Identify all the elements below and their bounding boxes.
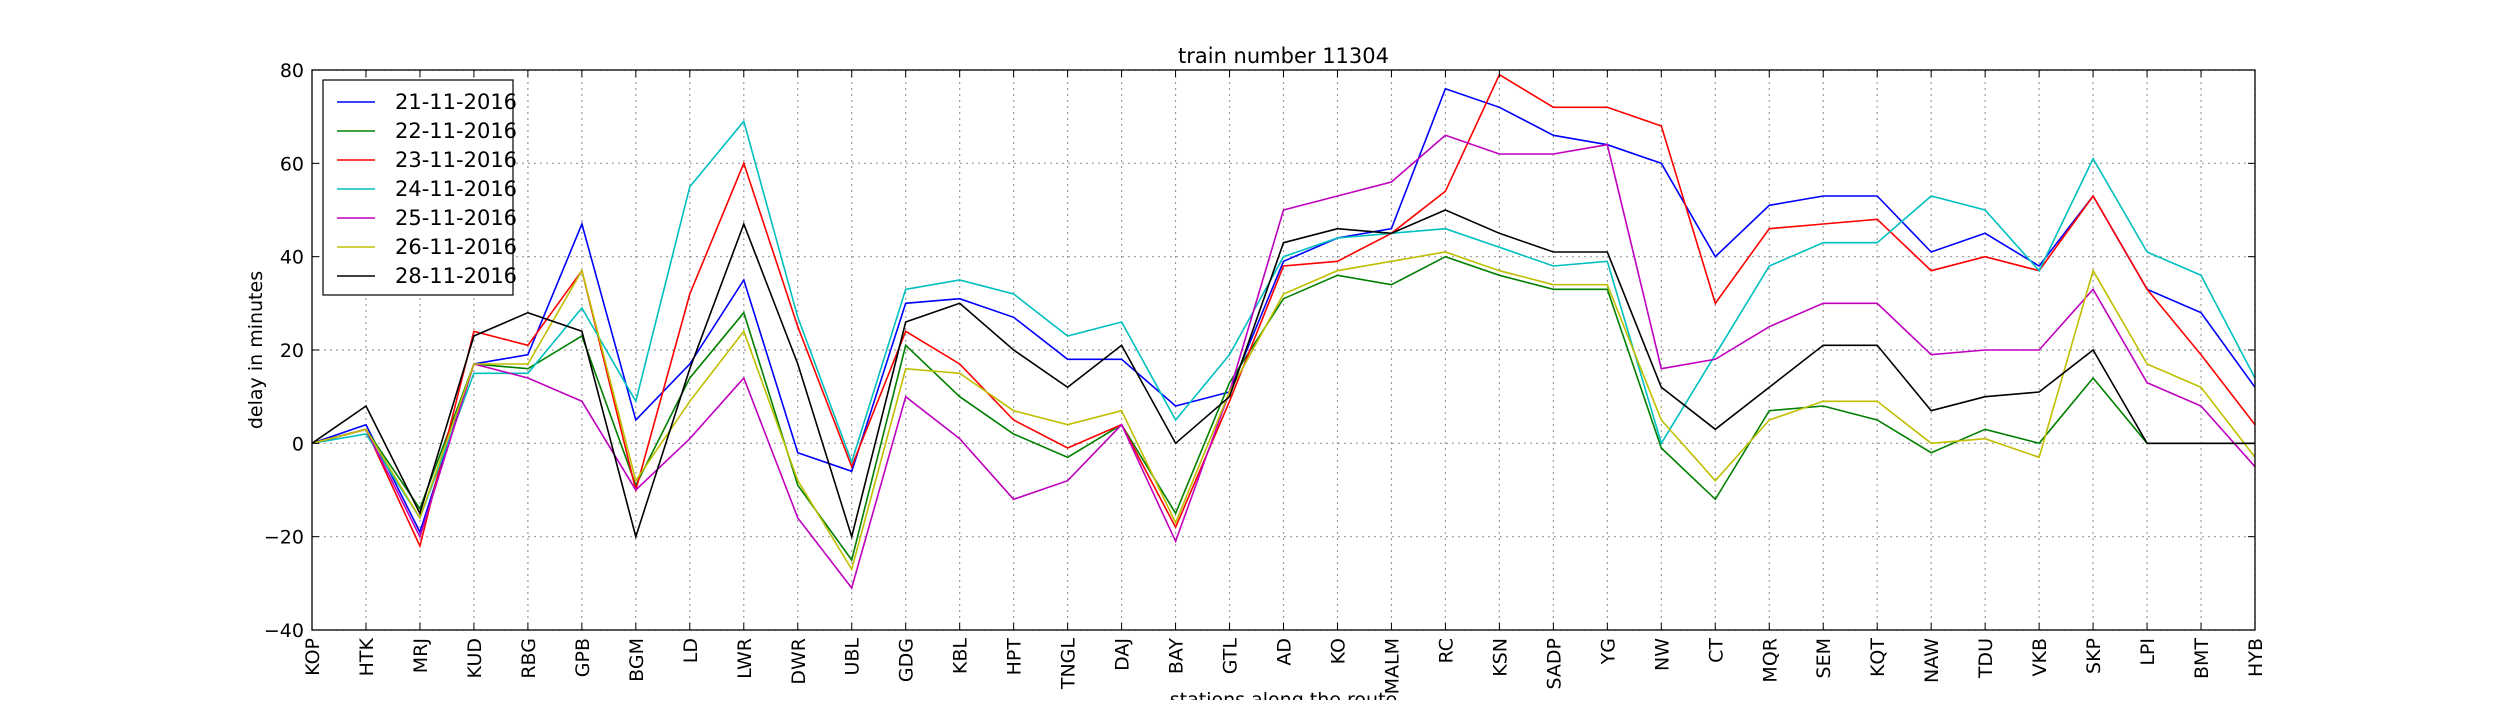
- x-tick-label: HYB: [2245, 638, 2267, 677]
- x-tick-label: HTK: [356, 637, 378, 676]
- x-tick-label: BMT: [2191, 638, 2213, 679]
- x-tick-label: KQT: [1867, 638, 1889, 677]
- x-tick-label: MALM: [1381, 638, 1403, 694]
- series-line-21-11-2016: [311, 87, 2256, 535]
- x-tick-label: HPT: [1004, 638, 1026, 676]
- x-tick-label: SADP: [1543, 638, 1565, 690]
- legend-label: 28-11-2016: [395, 264, 517, 288]
- x-tick-labels: KOP HTK MRJ KUD RBG GPB BGM LD LWR DWR UBL GDG KBL HP…: [302, 637, 2267, 694]
- series-line-24-11-2016: [311, 119, 2256, 520]
- x-tick-label: GDG: [896, 638, 918, 682]
- x-tick-label: KOP: [302, 638, 324, 676]
- x-tick-label: AD: [1274, 638, 1296, 666]
- legend-box: [322, 79, 514, 296]
- x-tick-label: BAY: [1166, 638, 1188, 675]
- x-tick-label: KBL: [950, 638, 972, 674]
- x-tick-label: SEM: [1813, 638, 1835, 678]
- x-tick-label: TDU: [1975, 638, 1997, 679]
- y-tick-label: 0: [292, 433, 304, 455]
- x-tick-label: LD: [680, 638, 702, 663]
- y-tick-label: 20: [280, 340, 304, 362]
- x-tick-label: SKP: [2083, 638, 2105, 674]
- legend-label: 21-11-2016: [395, 90, 517, 114]
- x-tick-label: MQR: [1759, 638, 1781, 683]
- legend-label: 23-11-2016: [395, 148, 517, 172]
- series-line-28-11-2016: [311, 209, 2255, 540]
- x-tick-label: KUD: [464, 638, 486, 679]
- x-tick-label: UBL: [842, 638, 864, 676]
- x-tick-label: KO: [1327, 638, 1349, 664]
- legend-label: 24-11-2016: [395, 177, 517, 201]
- x-tick-label: MRJ: [410, 638, 432, 673]
- x-tick-label: CT: [1705, 638, 1727, 663]
- x-tick-label: TNGL: [1058, 638, 1080, 691]
- x-tick-label: LPI: [2137, 638, 2159, 666]
- series-line-25-11-2016: [311, 134, 2256, 590]
- x-tick-label: DWR: [788, 638, 810, 685]
- x-tick-label: BGM: [626, 638, 648, 682]
- x-tick-label: RC: [1435, 638, 1457, 664]
- y-axis-label: delay in minutes: [245, 271, 267, 429]
- legend-label: 26-11-2016: [395, 235, 517, 259]
- y-tick-label: −20: [264, 527, 304, 549]
- y-tick-labels: −40 −20 0 20 40 60 80: [264, 60, 304, 642]
- x-axis-label: stations along the route: [1170, 689, 1397, 700]
- series-line-26-11-2016: [311, 251, 2256, 572]
- grid-layer: [311, 69, 2256, 631]
- y-tick-label: 80: [280, 60, 304, 82]
- legend-label: 25-11-2016: [395, 206, 517, 230]
- x-tick-label: RBG: [518, 638, 540, 679]
- x-tick-label: NAW: [1921, 638, 1943, 683]
- legend-label: 22-11-2016: [395, 119, 517, 143]
- y-tick-label: 60: [280, 153, 304, 175]
- chart-title: train number 11304: [1178, 44, 1389, 68]
- x-tick-label: KSN: [1489, 638, 1511, 677]
- legend: 21-11-2016 22-11-2016 23-11-2016 24-11-2016…: [322, 79, 517, 296]
- x-tick-label: LWR: [734, 638, 756, 679]
- x-tick-label: YG: [1597, 638, 1619, 665]
- x-tick-label: NW: [1651, 638, 1673, 671]
- frame-layer: [311, 69, 2256, 631]
- x-tick-label: DAJ: [1112, 638, 1134, 671]
- y-tick-label: −40: [264, 620, 304, 642]
- y-tick-label: 40: [280, 247, 304, 269]
- series-layer: [311, 73, 2256, 590]
- x-tick-label: GPB: [572, 638, 594, 677]
- x-tick-label: VKB: [2029, 638, 2051, 677]
- series-line-22-11-2016: [311, 255, 2255, 562]
- x-tick-label: GTL: [1220, 638, 1242, 675]
